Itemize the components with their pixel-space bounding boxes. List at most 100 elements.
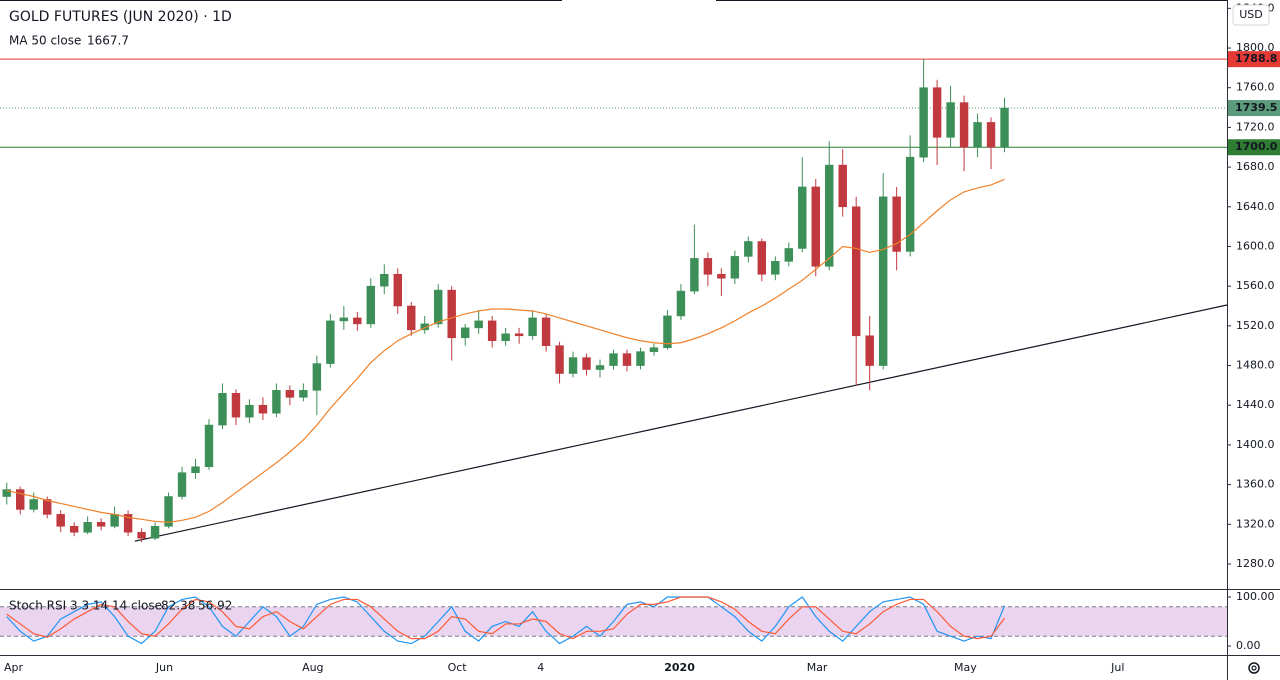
candle-body xyxy=(649,347,659,352)
candle-body xyxy=(514,333,524,337)
candle-body xyxy=(959,102,969,148)
candle-body xyxy=(663,315,672,348)
y-tick-label: 1680.0 xyxy=(1236,160,1275,173)
candle-body xyxy=(771,261,780,275)
candle-body xyxy=(636,351,645,366)
candle-body xyxy=(218,393,227,426)
candle-body xyxy=(204,424,214,468)
candle-body xyxy=(582,357,591,370)
candle-body xyxy=(501,333,510,342)
y-tick-label: 1800.0 xyxy=(1236,41,1275,54)
candle-body xyxy=(164,496,173,527)
candle-body xyxy=(42,499,52,515)
candle-body xyxy=(919,87,928,158)
candle-body xyxy=(326,320,335,364)
y-tick-label: 1280.0 xyxy=(1236,557,1275,570)
candle-body xyxy=(676,290,686,317)
candle-body xyxy=(123,514,133,533)
moving-average xyxy=(6,178,1005,523)
indicator-value: 82.38 xyxy=(161,599,195,613)
price-label-box xyxy=(1228,51,1280,68)
y-tick-label: 1480.0 xyxy=(1236,359,1275,372)
candle-body xyxy=(69,525,79,533)
candle-body xyxy=(541,317,551,346)
gear[interactable] xyxy=(1248,662,1260,674)
x-tick-label: Apr xyxy=(4,661,24,674)
price-label: 1700.0 xyxy=(1235,140,1278,153)
candle-body xyxy=(245,404,254,418)
candle-body xyxy=(393,273,402,307)
oscillator-line xyxy=(6,596,1006,640)
candle-body xyxy=(258,404,268,414)
x-tick-label: 4 xyxy=(537,661,544,674)
indicator-value: 56.92 xyxy=(198,599,232,613)
candle-body xyxy=(784,248,793,262)
candle-body xyxy=(407,305,416,331)
candle-body xyxy=(905,156,915,252)
candle-body xyxy=(110,514,119,527)
candle-body xyxy=(353,317,362,325)
y-tick-label: 1720.0 xyxy=(1236,120,1275,133)
candle-body xyxy=(892,196,901,252)
candle-body xyxy=(622,353,632,366)
y-tick-label: 1320.0 xyxy=(1236,517,1275,530)
candle-body xyxy=(609,353,618,366)
candle-body xyxy=(177,472,187,497)
price-label-box xyxy=(1228,100,1280,117)
y-tick-label: 1760.0 xyxy=(1236,81,1275,94)
candle-body xyxy=(838,164,847,208)
candle-body xyxy=(555,345,564,374)
candle-body xyxy=(487,320,497,342)
y-tick-label: 100.00 xyxy=(1236,590,1275,603)
candle-body xyxy=(2,489,11,497)
x-tick-label: Jul xyxy=(1110,661,1124,674)
candle-body xyxy=(191,466,200,474)
candle-body xyxy=(299,390,308,398)
oscillator-line xyxy=(6,596,1006,645)
candle-body xyxy=(811,186,820,267)
candle-body xyxy=(932,87,942,138)
x-tick-label: Mar xyxy=(807,661,828,674)
candle-body xyxy=(272,390,281,414)
candle-body xyxy=(986,122,996,148)
candle-body xyxy=(717,273,726,279)
currency-box xyxy=(1232,4,1270,26)
candle-body xyxy=(973,122,982,148)
price-label-box xyxy=(1228,139,1280,156)
y-tick-label: 1520.0 xyxy=(1236,319,1275,332)
candle-body xyxy=(703,258,713,275)
gear-hole[interactable] xyxy=(1251,665,1257,671)
x-tick-label: May xyxy=(954,661,977,674)
candle-body xyxy=(366,285,376,325)
y-tick-label: 1360.0 xyxy=(1236,478,1275,491)
candle-body xyxy=(865,335,874,366)
candle-body xyxy=(447,289,456,339)
settings-icon[interactable] xyxy=(1248,662,1260,674)
candle-body xyxy=(285,390,295,398)
candle-body xyxy=(946,102,955,138)
candle-body xyxy=(798,186,807,249)
candle-body xyxy=(528,317,537,337)
candle-body xyxy=(757,241,767,275)
ma-legend-value: 1667.7 xyxy=(87,34,129,48)
candle-body xyxy=(690,258,699,292)
candle-body xyxy=(851,206,861,337)
y-tick-label: 1600.0 xyxy=(1236,239,1275,252)
y-tick-label: 1400.0 xyxy=(1236,438,1275,451)
ma-legend-name: MA 50 close xyxy=(9,34,81,48)
candle-body xyxy=(16,489,25,510)
candle-body xyxy=(137,531,146,539)
candle-body xyxy=(83,522,92,533)
price-label: 1739.5 xyxy=(1235,101,1277,114)
candle-body xyxy=(744,241,753,257)
candle-body xyxy=(29,499,38,510)
y-tick-label: 1440.0 xyxy=(1236,398,1275,411)
candle-body xyxy=(420,323,429,331)
candle-body xyxy=(730,256,740,279)
candle-body xyxy=(312,363,322,391)
x-tick-label: Oct xyxy=(448,661,468,674)
x-tick-label: Aug xyxy=(302,661,323,674)
candle-body xyxy=(825,164,834,267)
